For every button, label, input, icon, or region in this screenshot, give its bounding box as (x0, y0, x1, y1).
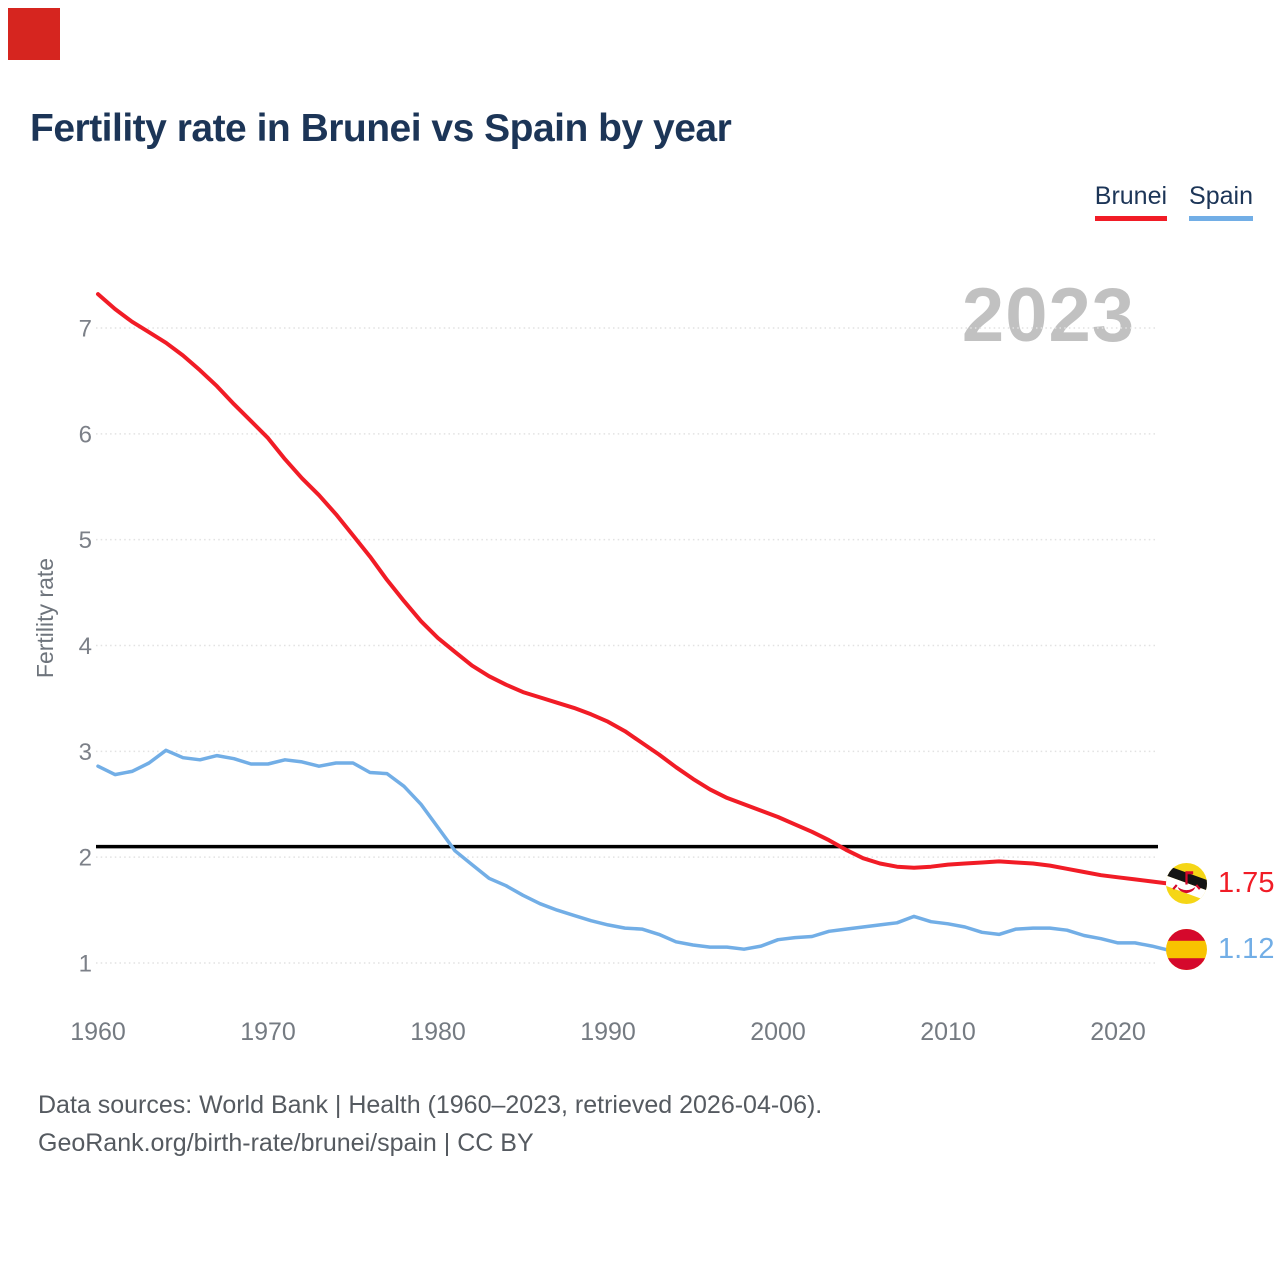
series-line-brunei (96, 292, 1171, 886)
brunei-flag-icon (1166, 862, 1207, 904)
end-value-brunei: 1.75 (1218, 866, 1275, 899)
y-tick-5: 5 (79, 527, 92, 554)
x-tick-1960: 1960 (70, 1018, 126, 1046)
y-tick-1: 1 (79, 951, 92, 978)
footer-attribution: GeoRank.org/birth-rate/brunei/spain | CC… (38, 1129, 534, 1157)
x-tick-1970: 1970 (240, 1018, 296, 1046)
chart-title: Fertility rate in Brunei vs Spain by yea… (30, 107, 732, 150)
x-tick-2010: 2010 (920, 1018, 976, 1046)
watermark-year: 2023 (961, 273, 1135, 358)
spain-flag-icon (1166, 929, 1207, 971)
corner-marker (8, 8, 60, 60)
legend-item-spain[interactable]: Spain (1189, 182, 1253, 221)
legend-label-brunei: Brunei (1094, 182, 1168, 210)
series-line-spain (96, 748, 1171, 953)
y-tick-3: 3 (79, 739, 92, 766)
y-tick-6: 6 (79, 421, 92, 448)
end-value-spain: 1.12 (1218, 933, 1275, 966)
end-label-brunei: 1.75 (1166, 862, 1275, 904)
legend: Brunei Spain (1094, 182, 1253, 221)
y-tick-4: 4 (79, 633, 92, 660)
y-tick-7: 7 (79, 316, 92, 343)
legend-item-brunei[interactable]: Brunei (1094, 182, 1168, 221)
x-tick-2020: 2020 (1090, 1018, 1146, 1046)
footer: Data sources: World Bank | Health (1960–… (38, 1086, 822, 1162)
legend-label-spain: Spain (1189, 182, 1253, 210)
x-tick-1990: 1990 (580, 1018, 636, 1046)
y-tick-2: 2 (79, 845, 92, 872)
footer-sources: Data sources: World Bank | Health (1960–… (38, 1091, 823, 1119)
x-tick-2000: 2000 (750, 1018, 806, 1046)
x-tick-1980: 1980 (410, 1018, 466, 1046)
end-label-spain: 1.12 (1166, 929, 1275, 971)
